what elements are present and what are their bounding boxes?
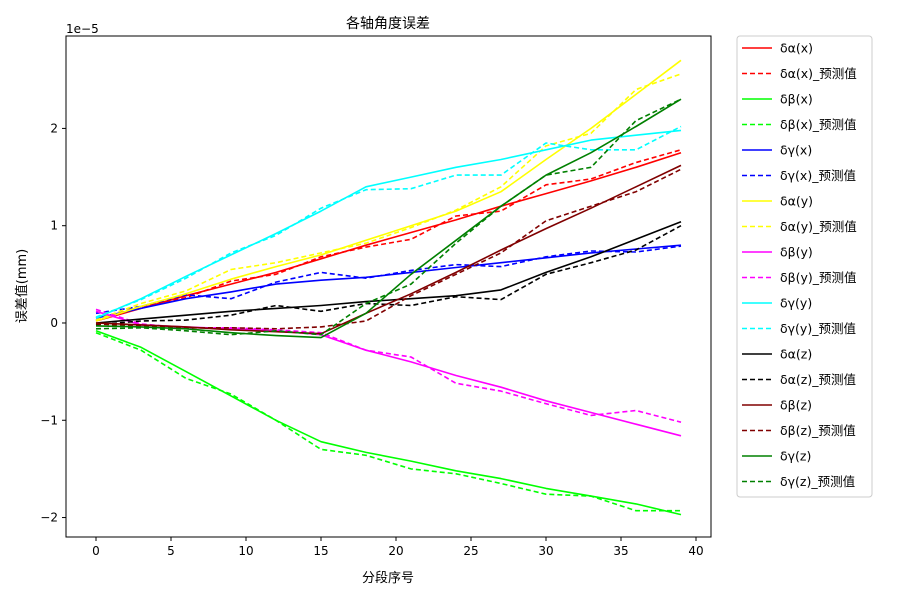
series-line — [95, 245, 682, 315]
series-line — [95, 310, 682, 437]
x-tick-label: 5 — [167, 544, 175, 558]
legend-label: δγ(y) — [780, 296, 812, 311]
series-line — [95, 129, 682, 319]
legend-label: δβ(x)_预测值 — [780, 117, 857, 132]
legend-label: δγ(z)_预测值 — [780, 474, 855, 489]
axis-layer: 0 5 10 15 20 25 30 35 40 −2 −1 0 1 2 — [40, 121, 703, 558]
y-axis-label: 误差值(mm) — [14, 249, 30, 323]
y-tick-label: 0 — [50, 316, 58, 330]
y-tick-label: −1 — [40, 413, 58, 427]
legend-label: δβ(z)_预测值 — [780, 423, 856, 438]
series-line — [95, 224, 682, 326]
legend-label: δγ(x) — [780, 143, 812, 158]
y-tick-label: −2 — [40, 511, 58, 525]
legend: δα(x) δα(x)_预测值 δβ(x) δβ(x)_预测值 δγ(x) δγ(x)_预… — [736, 35, 873, 498]
series-line — [95, 330, 682, 516]
y-tick-label: 1 — [50, 219, 58, 233]
x-tick-label: 0 — [92, 544, 100, 558]
legend-label: δβ(z) — [780, 398, 812, 413]
y-tick-label: 2 — [50, 121, 58, 135]
x-tick-label: 20 — [388, 544, 403, 558]
x-tick-label: 40 — [688, 544, 703, 558]
plot-frame — [65, 35, 712, 538]
series-line — [95, 98, 682, 339]
legend-frame — [736, 35, 873, 498]
chart-title: 各轴角度误差 — [346, 16, 430, 32]
legend-label: δα(z)_预测值 — [780, 372, 856, 387]
legend-label: δγ(y)_预测值 — [780, 321, 856, 336]
legend-label: δα(x)_预测值 — [780, 66, 857, 81]
y-scale-note: 1e−5 — [66, 22, 99, 36]
x-tick-label: 30 — [538, 544, 553, 558]
x-tick-label: 15 — [313, 544, 328, 558]
legend-label: δα(z) — [780, 347, 812, 362]
legend-label: δβ(y) — [780, 245, 813, 260]
x-tick-label: 25 — [463, 544, 478, 558]
x-tick-label: 10 — [238, 544, 253, 558]
series-line — [95, 98, 682, 336]
series-line — [95, 125, 682, 318]
series-line — [95, 151, 682, 322]
legend-label: δα(x) — [780, 41, 813, 56]
legend-label: δβ(y)_预测值 — [780, 270, 857, 285]
legend-label: δα(y)_预测值 — [780, 219, 857, 234]
legend-label: δγ(z) — [780, 449, 811, 464]
legend-label: δβ(x) — [780, 92, 813, 107]
series-line — [95, 73, 682, 321]
x-axis-label: 分段序号 — [362, 571, 414, 586]
legend-label: δγ(x)_预测值 — [780, 168, 856, 183]
series-line — [95, 59, 682, 322]
legend-label: δα(y) — [780, 194, 813, 209]
series-layer — [95, 59, 682, 516]
series-line — [95, 168, 682, 330]
x-tick-label: 35 — [613, 544, 628, 558]
series-line — [95, 221, 682, 324]
series-line — [95, 331, 681, 512]
